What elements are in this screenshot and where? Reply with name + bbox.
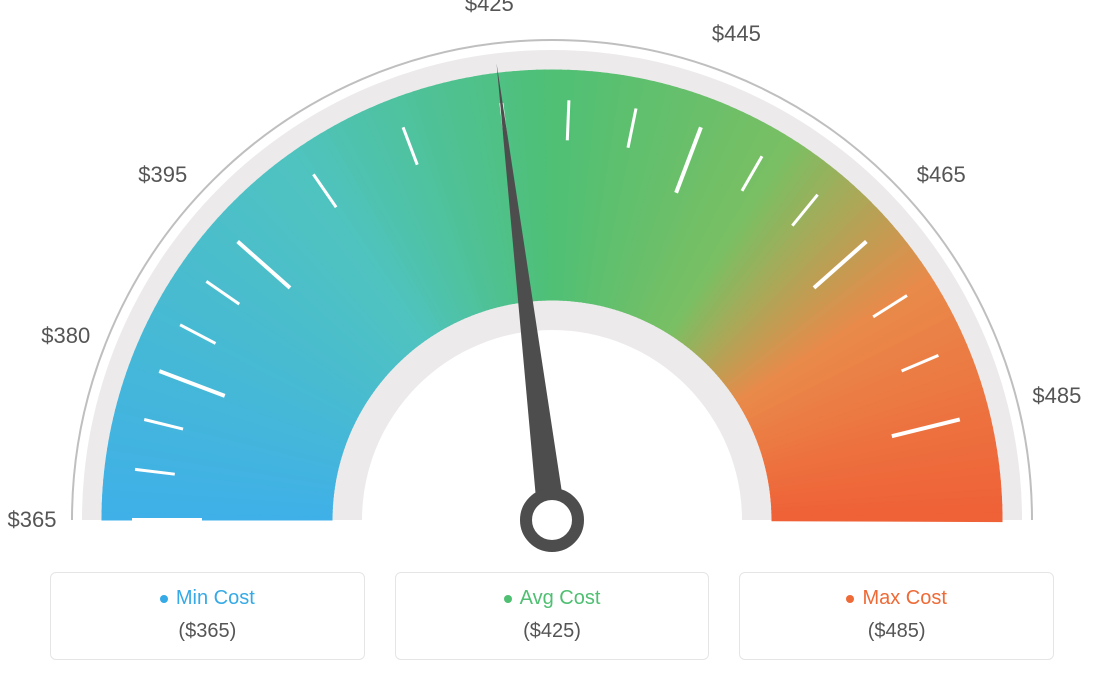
gauge-area: $365 $380 $395 $425 $445 $465 $485 <box>0 0 1104 560</box>
chart-container: $365 $380 $395 $425 $445 $465 $485 Min Cost ($… <box>0 0 1104 690</box>
legend-value-min: ($365) <box>63 620 352 643</box>
tick-label: $425 <box>465 0 514 17</box>
legend-label-avg: Avg Cost <box>408 587 697 610</box>
legend-value-max: ($485) <box>752 620 1041 643</box>
legend-card-min: Min Cost ($365) <box>50 572 365 660</box>
legend-card-avg: Avg Cost ($425) <box>395 572 710 660</box>
legend-text-avg: Avg Cost <box>520 587 601 609</box>
legend-value-avg: ($425) <box>408 620 697 643</box>
tick-label: $380 <box>41 323 90 349</box>
tick-label: $445 <box>712 21 761 47</box>
tick-label: $485 <box>1032 383 1081 409</box>
legend-text-min: Min Cost <box>176 587 255 609</box>
legend-dot-max <box>846 595 854 603</box>
legend-label-max: Max Cost <box>752 587 1041 610</box>
legend-dot-min <box>160 595 168 603</box>
legend-text-max: Max Cost <box>862 587 946 609</box>
tick-label: $395 <box>138 162 187 188</box>
legend-dot-avg <box>504 595 512 603</box>
tick-label: $465 <box>917 162 966 188</box>
legend-label-min: Min Cost <box>63 587 352 610</box>
legend-row: Min Cost ($365) Avg Cost ($425) Max Cost… <box>50 572 1054 660</box>
gauge-svg <box>0 0 1104 560</box>
tick-label: $365 <box>8 507 57 533</box>
legend-card-max: Max Cost ($485) <box>739 572 1054 660</box>
